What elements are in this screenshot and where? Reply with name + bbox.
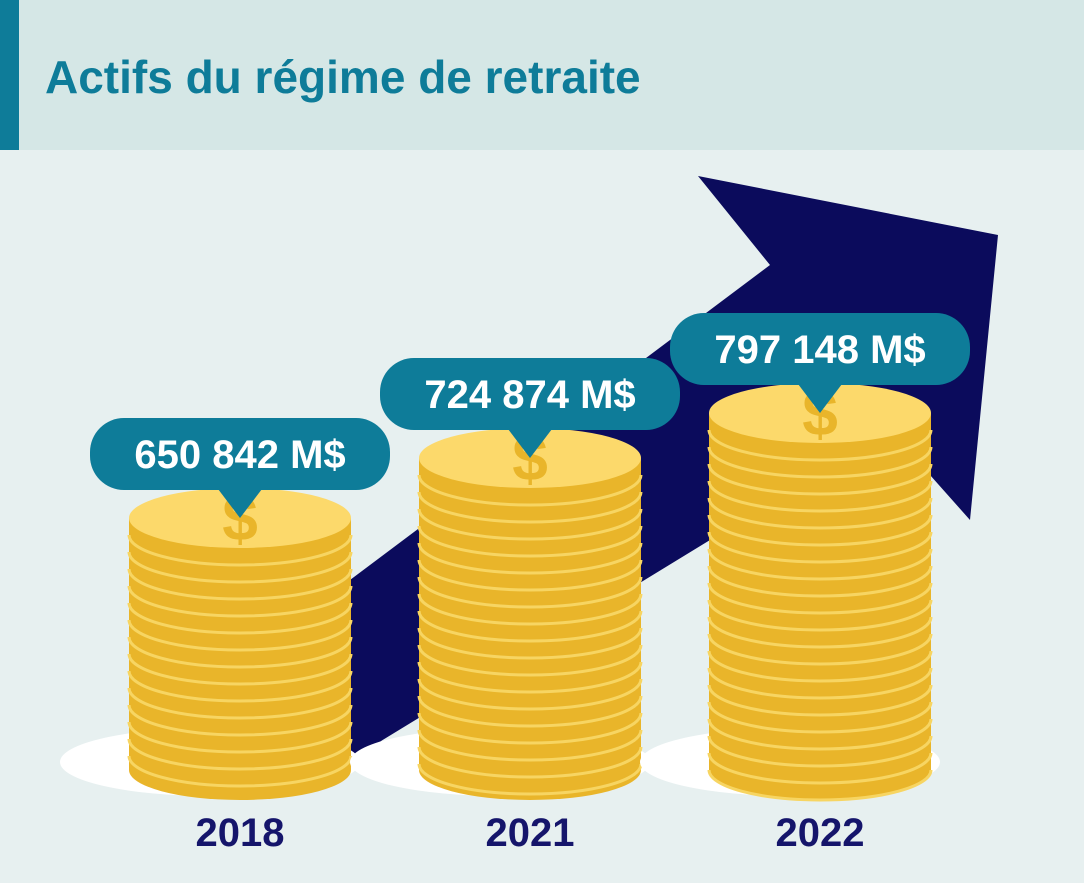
coin-edge bbox=[417, 678, 643, 711]
coin-edge bbox=[417, 593, 643, 626]
coin-edge bbox=[707, 684, 933, 717]
coin-edge bbox=[707, 531, 933, 564]
coin-edge bbox=[127, 534, 353, 567]
coin-edge bbox=[417, 559, 643, 592]
coin-stack bbox=[419, 458, 641, 800]
coin-edge bbox=[127, 687, 353, 720]
coin-edge bbox=[417, 508, 643, 541]
coin-edge bbox=[707, 480, 933, 513]
coin-edge bbox=[417, 644, 643, 677]
callout-pointer bbox=[798, 384, 842, 413]
coin-edge bbox=[127, 585, 353, 618]
value-label: 797 148 M$ bbox=[714, 328, 925, 372]
coin-edge bbox=[417, 474, 643, 507]
coin-edge bbox=[707, 701, 933, 734]
coin-edge bbox=[707, 650, 933, 683]
coin-edge bbox=[127, 738, 353, 771]
coin-edge bbox=[417, 712, 643, 745]
coin-edge bbox=[707, 429, 933, 462]
coin-edge bbox=[417, 746, 643, 779]
coin-edge bbox=[417, 729, 643, 762]
coin-edge bbox=[707, 667, 933, 700]
value-label: 724 874 M$ bbox=[424, 373, 635, 417]
coin-edge bbox=[417, 627, 643, 660]
value-callout bbox=[90, 418, 390, 490]
coin-edge bbox=[707, 582, 933, 615]
coin-edge bbox=[127, 619, 353, 652]
coin-edge bbox=[417, 525, 643, 558]
coin-edge bbox=[707, 497, 933, 530]
value-label: 650 842 M$ bbox=[134, 433, 345, 477]
callout-pointer bbox=[508, 429, 552, 458]
coin-edge bbox=[417, 491, 643, 524]
coin-edge bbox=[707, 514, 933, 547]
coin-edge bbox=[707, 599, 933, 632]
coin-edge bbox=[707, 718, 933, 751]
title: Actifs du régime de retraite bbox=[45, 51, 641, 103]
coin-edge bbox=[707, 616, 933, 649]
stacks: $650 842 M$2018$724 874 M$2021$797 148 M… bbox=[60, 313, 970, 855]
coin-edge bbox=[707, 548, 933, 581]
coin-edge bbox=[127, 636, 353, 669]
coin-edge bbox=[707, 565, 933, 598]
coin-edge bbox=[417, 661, 643, 694]
coin-edge bbox=[417, 542, 643, 575]
coin-edge bbox=[127, 568, 353, 601]
callout-pointer bbox=[218, 489, 262, 518]
header-accent bbox=[0, 0, 19, 150]
coin-edge bbox=[417, 763, 643, 796]
coin-edge bbox=[417, 576, 643, 609]
coin-stack bbox=[709, 413, 931, 800]
coin-edge bbox=[127, 721, 353, 754]
coin-edge bbox=[127, 602, 353, 635]
coin-edge bbox=[707, 446, 933, 479]
coin-edge bbox=[707, 735, 933, 768]
coin-edge bbox=[127, 755, 353, 788]
header-band bbox=[0, 0, 1084, 150]
coin-edge bbox=[417, 695, 643, 728]
coin-edge bbox=[707, 463, 933, 496]
coin-edge bbox=[127, 670, 353, 703]
coin-edge bbox=[707, 633, 933, 666]
coin-edge bbox=[707, 752, 933, 785]
year-label: 2022 bbox=[776, 811, 865, 855]
value-callout bbox=[670, 313, 970, 385]
coin-edge bbox=[127, 704, 353, 737]
coin-edge bbox=[707, 769, 933, 802]
year-label: 2018 bbox=[196, 811, 285, 855]
coin-stack bbox=[129, 518, 351, 800]
year-label: 2021 bbox=[486, 811, 575, 855]
coin-edge bbox=[127, 653, 353, 686]
coin-edge bbox=[417, 610, 643, 643]
coin-edge bbox=[127, 551, 353, 584]
value-callout bbox=[380, 358, 680, 430]
